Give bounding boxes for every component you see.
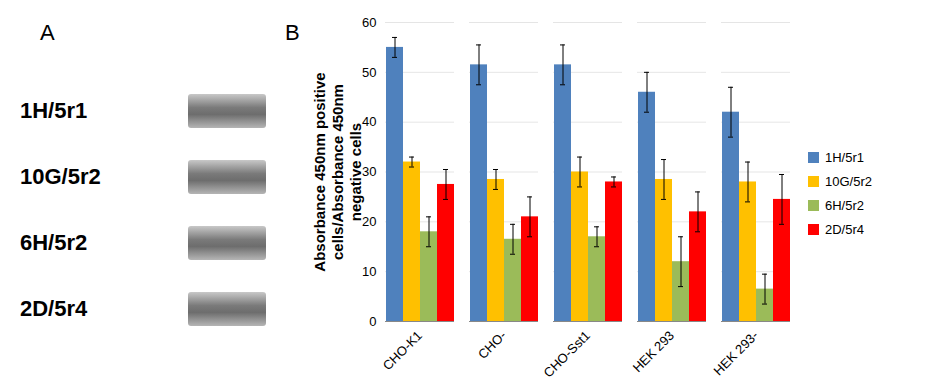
html-text:10G/5r2: 10G/5r2 bbox=[825, 174, 872, 189]
html-text:A: A bbox=[40, 20, 55, 45]
html-text:1H/5r1: 1H/5r1 bbox=[825, 150, 864, 165]
html-text:B: B bbox=[285, 20, 300, 45]
svg-text:HEK 293-: HEK 293- bbox=[711, 328, 761, 378]
html-text:6H/5r2: 6H/5r2 bbox=[825, 198, 864, 213]
svg-text:60: 60 bbox=[362, 15, 376, 30]
svg-text:50: 50 bbox=[362, 64, 376, 79]
svg-text:CHO-Sst1: CHO-Sst1 bbox=[541, 328, 593, 380]
svg-text:30: 30 bbox=[362, 164, 376, 179]
svg-text:CHO-K1: CHO-K1 bbox=[380, 328, 425, 373]
html-text:1H/5r1: 1H/5r1 bbox=[20, 98, 88, 123]
svg-text:0: 0 bbox=[369, 314, 376, 329]
html-text:6H/5r2: 6H/5r2 bbox=[20, 230, 88, 255]
svg-text:40: 40 bbox=[362, 114, 376, 129]
svg-text:CHO-: CHO- bbox=[475, 328, 509, 362]
svg-text:HEK 293: HEK 293 bbox=[630, 328, 677, 375]
html-text:Absorbance 450nm positive cell: Absorbance 450nm positive cells/Absorban… bbox=[311, 72, 364, 272]
svg-text:20: 20 bbox=[362, 214, 376, 229]
html-text:2D/5r4: 2D/5r4 bbox=[825, 222, 864, 237]
html-text:10G/5r2: 10G/5r2 bbox=[20, 164, 101, 189]
svg-text:10: 10 bbox=[362, 264, 376, 279]
html-text:2D/5r4: 2D/5r4 bbox=[20, 296, 88, 321]
